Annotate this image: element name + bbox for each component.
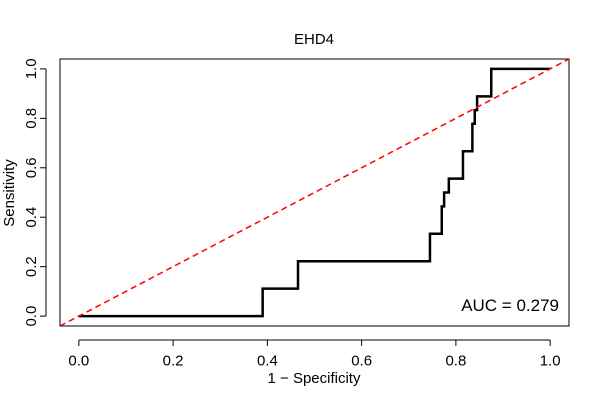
x-tick-label: 1.0: [540, 352, 561, 369]
auc-annotation: AUC = 0.279: [461, 296, 559, 315]
x-axis-label: 1 − Specificity: [268, 370, 361, 387]
y-tick-label: 0.8: [23, 108, 40, 129]
chart-title: EHD4: [294, 31, 334, 48]
x-tick-label: 0.6: [351, 352, 372, 369]
y-axis-label: Sensitivity: [1, 159, 18, 227]
x-tick-label: 0.4: [257, 352, 278, 369]
series-group: [60, 59, 569, 326]
axes: 0.0 0.2 0.4 0.6 0.8 1.0 0.0 0.2 0.4 0.6 0.8 1.0: [23, 58, 561, 369]
reference-diagonal-line: [60, 59, 569, 326]
y-tick-label: 0.6: [23, 157, 40, 178]
y-tick-label: 0.0: [23, 306, 40, 327]
y-tick-label: 0.4: [23, 207, 40, 228]
y-tick-label: 1.0: [23, 58, 40, 79]
x-tick-label: 0.0: [68, 352, 89, 369]
x-tick-label: 0.8: [445, 352, 466, 369]
plot-frame: [59, 58, 570, 327]
x-tick-label: 0.2: [163, 352, 184, 369]
y-tick-label: 0.2: [23, 256, 40, 277]
